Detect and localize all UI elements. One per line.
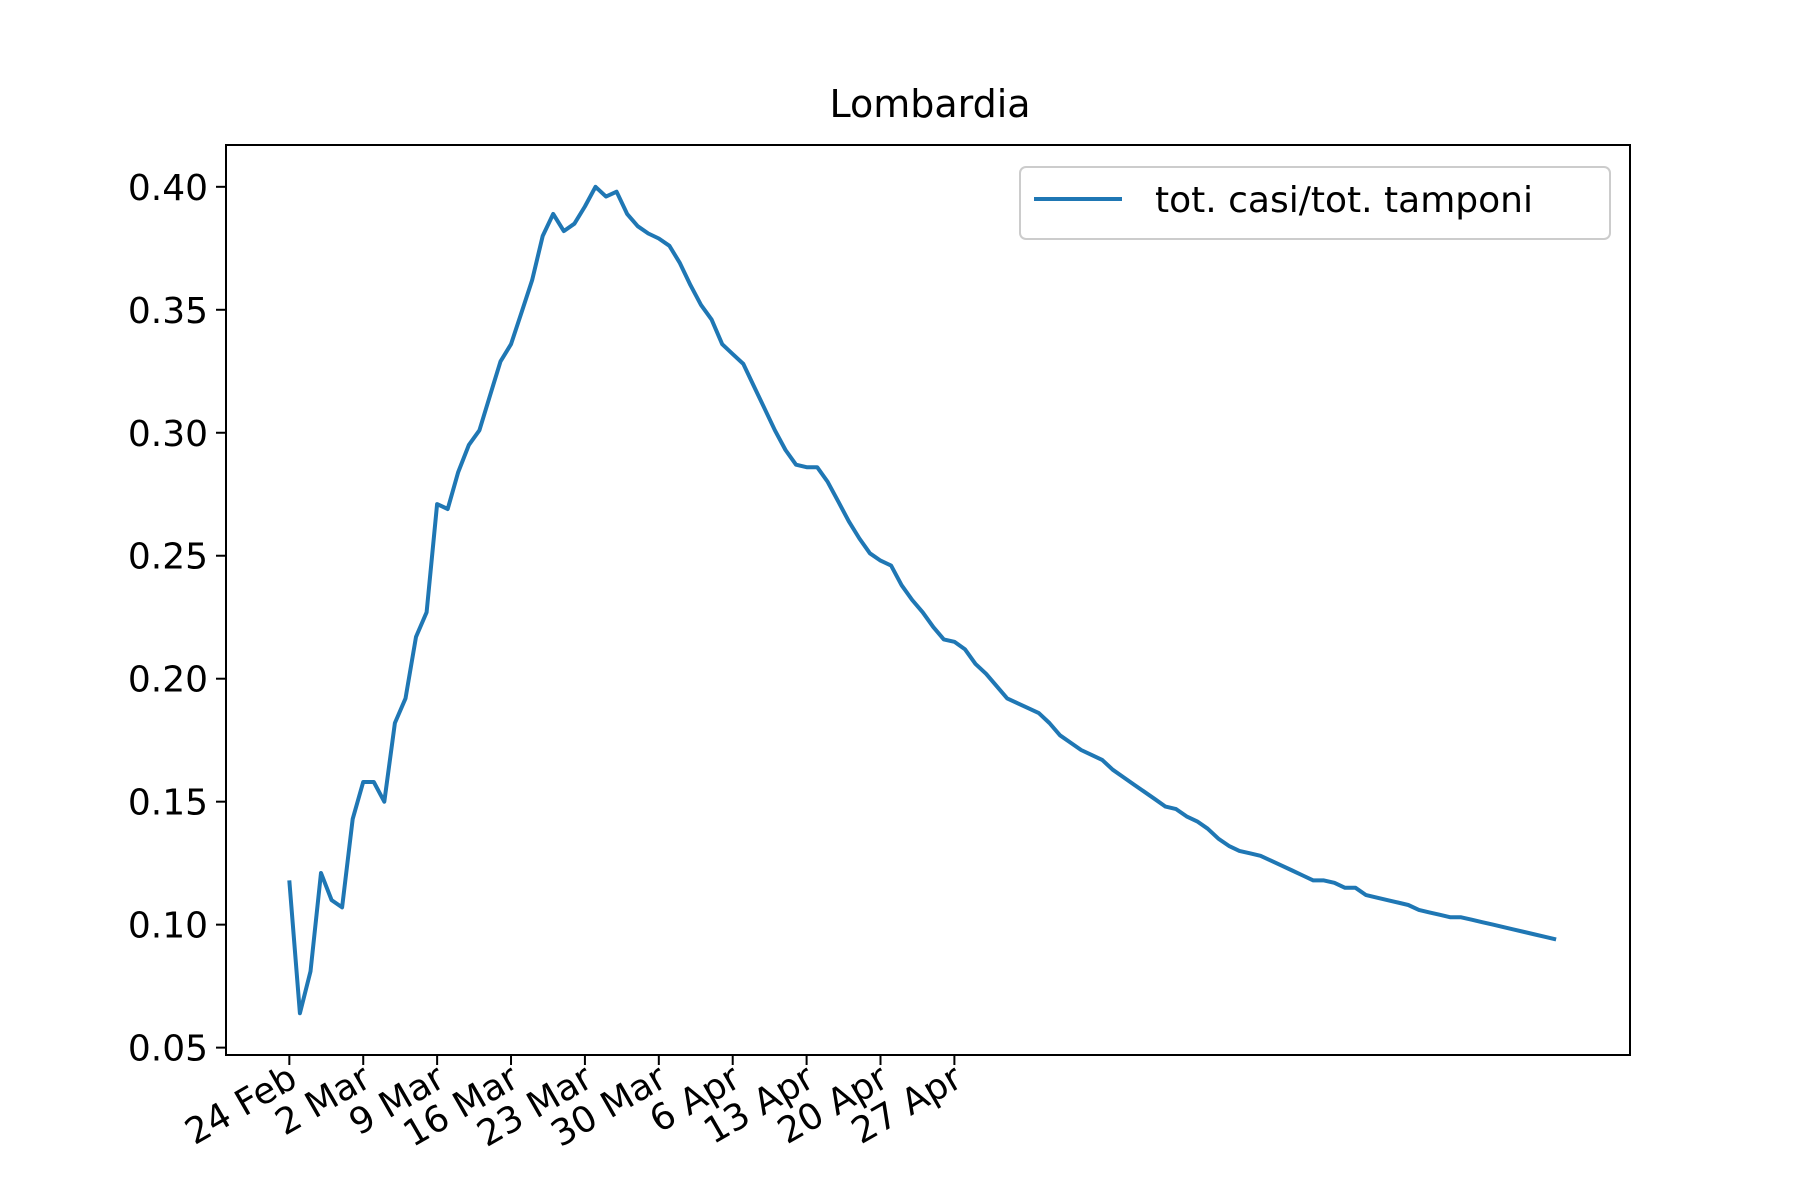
chart-title: Lombardia <box>829 82 1030 126</box>
y-tick-label: 0.30 <box>128 414 208 455</box>
y-axis: 0.05 0.10 0.15 0.20 0.25 0.30 0.35 0.40 <box>128 168 226 1070</box>
series-layer <box>287 184 1557 1016</box>
plot-area <box>226 145 1630 1055</box>
y-tick-label: 0.40 <box>128 168 208 209</box>
y-tick-label: 0.35 <box>128 291 208 332</box>
legend-box <box>1019 166 1611 240</box>
plot-frame <box>225 144 1631 1056</box>
legend: tot. casi/tot. tamponi <box>1019 166 1611 240</box>
y-tick-label: 0.10 <box>128 906 208 947</box>
y-tick-label: 0.05 <box>128 1029 208 1070</box>
legend-label: tot. casi/tot. tamponi <box>1155 180 1533 221</box>
y-tick-label: 0.15 <box>128 783 208 824</box>
y-tick-label: 0.20 <box>128 660 208 701</box>
series-line <box>287 184 1557 1016</box>
y-tick-label: 0.25 <box>128 537 208 578</box>
